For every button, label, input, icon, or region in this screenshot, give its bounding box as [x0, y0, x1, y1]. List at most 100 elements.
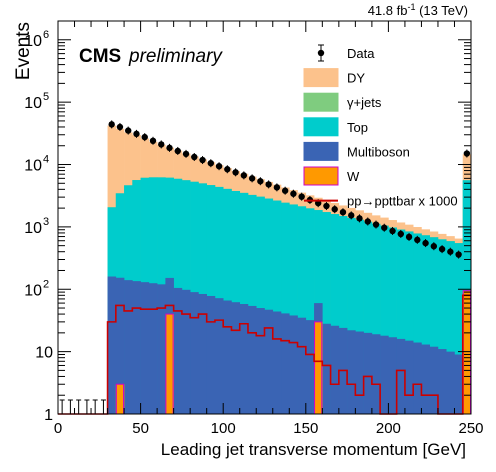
data-point-39 — [381, 224, 388, 231]
cms-label: CMS — [79, 46, 121, 67]
data-point-19 — [215, 162, 223, 170]
bar-w-31 — [314, 321, 323, 414]
data-point-33 — [331, 206, 338, 213]
legend: Data DY γ+jets Top Multiboson Wpp→ppttbar x 1… — [303, 44, 458, 209]
legend-w-label: W — [347, 169, 360, 184]
legend--jets-swatch — [303, 92, 339, 112]
bar-multiboson-18 — [206, 295, 216, 414]
data-point-18 — [207, 159, 215, 167]
bar-multiboson-29 — [297, 317, 307, 414]
legend-top-label: Top — [347, 120, 368, 135]
data-point-32 — [323, 202, 330, 210]
legend-pp-ppttbar-x-1000-label: pp→ppttbar x 1000 — [347, 194, 458, 209]
legend-dy-label: DY — [347, 71, 365, 86]
data-point-40 — [389, 227, 396, 235]
bar-multiboson-6 — [107, 276, 117, 414]
data-point-26 — [273, 184, 281, 191]
data-points — [59, 120, 471, 414]
y-tick-label-4: 10 — [24, 158, 42, 175]
data-point-15 — [182, 150, 190, 158]
bar-top-33 — [330, 214, 340, 414]
data-point-24 — [257, 178, 264, 185]
data-point-27 — [281, 187, 289, 194]
bar-top-24 — [256, 196, 265, 414]
bar-multiboson-38 — [371, 334, 381, 414]
data-point-36 — [356, 215, 363, 222]
legend-multiboson-label: Multiboson — [347, 144, 410, 159]
data-point-13 — [166, 144, 173, 152]
legend-data-label: Data — [347, 46, 375, 61]
data-point-9 — [133, 130, 140, 138]
lumi-value: 41.8 fb — [368, 3, 408, 18]
data-point-49 — [463, 150, 471, 157]
bar-multiboson-30 — [305, 320, 315, 414]
bar-top-38 — [371, 223, 381, 414]
data-point-29 — [298, 193, 305, 200]
bar-top-34 — [338, 216, 348, 414]
bar-multiboson-10 — [140, 282, 150, 414]
data-point-23 — [248, 175, 256, 182]
data-point-10 — [141, 133, 148, 141]
bar-multiboson-14 — [173, 287, 183, 414]
bar-multiboson-37 — [363, 332, 373, 414]
legend-multiboson-swatch — [303, 141, 339, 161]
x-tick-label-200: 200 — [376, 420, 401, 437]
bar-top-40 — [388, 227, 397, 414]
bar-multiboson-20 — [223, 300, 232, 414]
x-axis-label: Leading jet transverse momentum [GeV] — [161, 440, 466, 459]
bar-top-41 — [396, 229, 406, 414]
data-point-17 — [199, 156, 206, 164]
y-tick-label-5: 10 — [24, 95, 42, 112]
data-point-22 — [240, 172, 248, 179]
data-point-21 — [232, 169, 239, 176]
bar-w-7 — [115, 384, 125, 414]
data-point-45 — [430, 243, 438, 250]
bar-top-47 — [446, 241, 455, 414]
bar-top-36 — [355, 219, 364, 414]
bar-multiboson-48 — [454, 354, 464, 414]
y-tick-label-1: 10 — [35, 345, 53, 362]
bar-multiboson-23 — [247, 305, 257, 414]
data-point-47 — [447, 248, 454, 255]
luminosity-label: 41.8 fb-1 (13 TeV) — [368, 2, 468, 18]
legend-dy-swatch — [303, 68, 339, 88]
bar-top-32 — [322, 212, 331, 414]
bar-top-46 — [437, 239, 447, 414]
bar-top-42 — [404, 231, 414, 414]
preliminary-label: preliminary — [128, 46, 223, 67]
bar-top-26 — [272, 200, 282, 414]
bar-top-30 — [305, 208, 315, 414]
bar-top-43 — [413, 233, 422, 414]
stack-bars — [107, 125, 472, 415]
bar-top-28 — [289, 204, 298, 414]
legend-data-marker — [317, 49, 325, 57]
y-tick-exponent-6: 6 — [43, 29, 49, 41]
x-tick-label-100: 100 — [211, 420, 236, 437]
bar-multiboson-27 — [281, 313, 290, 414]
bar-multiboson-46 — [437, 349, 447, 414]
bar-multiboson-39 — [380, 335, 389, 414]
data-point-48 — [455, 251, 462, 258]
y-tick-label-2: 10 — [24, 282, 42, 299]
plot-frame — [57, 20, 472, 415]
bar-multiboson-47 — [446, 351, 455, 414]
bar-multiboson-21 — [231, 302, 241, 414]
data-point-41 — [397, 230, 404, 238]
legend-top-swatch — [303, 117, 339, 137]
bar-multiboson-15 — [181, 289, 191, 414]
y-tick-label-6: 10 — [24, 33, 42, 50]
y-tick-label-0: 1 — [44, 407, 53, 424]
signal-line-group — [58, 294, 471, 415]
legend--jets-label: γ+jets — [347, 95, 382, 110]
data-point-37 — [364, 218, 371, 225]
bar-multiboson-9 — [132, 281, 141, 414]
bar-multiboson-25 — [264, 309, 274, 414]
legend-w-swatch — [303, 166, 339, 186]
data-point-46 — [438, 245, 446, 253]
data-point-8 — [125, 127, 132, 134]
data-point-16 — [191, 153, 198, 161]
bar-multiboson-33 — [330, 325, 340, 414]
y-tick-exponent-5: 5 — [43, 91, 49, 103]
bar-w-13 — [165, 314, 174, 414]
